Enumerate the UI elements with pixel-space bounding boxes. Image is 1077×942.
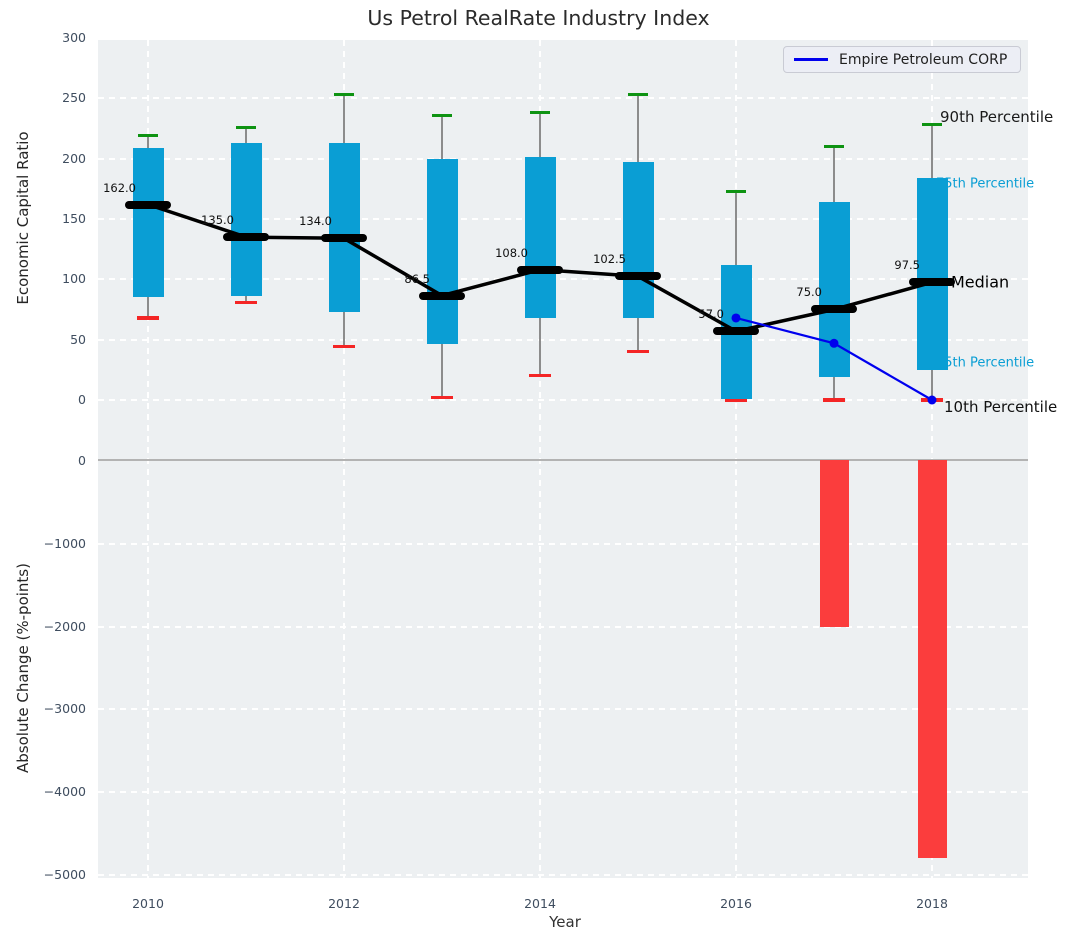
median-value-label: 102.5 bbox=[593, 252, 626, 267]
gridline-horizontal bbox=[98, 338, 1028, 341]
ytick-label: −2000 bbox=[43, 618, 86, 634]
median-value-label: 75.0 bbox=[796, 285, 822, 300]
p10-cap bbox=[921, 398, 943, 402]
chart-title: Us Petrol RealRate Industry Index bbox=[367, 6, 710, 30]
ytick-label: −4000 bbox=[43, 784, 86, 800]
xtick-label: 2018 bbox=[916, 896, 948, 911]
xtick-label: 2016 bbox=[720, 896, 752, 911]
median-value-label: 135.0 bbox=[201, 213, 234, 228]
guide-label-90th: 90th Percentile bbox=[940, 108, 1054, 126]
median-value-label: 162.0 bbox=[103, 180, 136, 195]
median-dash bbox=[909, 278, 955, 287]
p90-cap bbox=[824, 145, 844, 149]
iqr-box bbox=[230, 142, 262, 297]
x-axis-label: Year bbox=[549, 913, 581, 931]
p10-cap bbox=[137, 316, 159, 320]
median-dash bbox=[223, 233, 269, 242]
iqr-box bbox=[524, 157, 556, 318]
iqr-box bbox=[916, 177, 948, 370]
bottom-y-axis-label: Absolute Change (%-points) bbox=[14, 563, 32, 773]
xtick-label: 2012 bbox=[328, 896, 360, 911]
median-dash bbox=[419, 291, 465, 300]
gridline-horizontal bbox=[98, 542, 1028, 545]
gridline-horizontal bbox=[98, 625, 1028, 628]
p10-cap bbox=[725, 398, 747, 402]
xtick-label: 2014 bbox=[524, 896, 556, 911]
p10-cap bbox=[823, 398, 845, 402]
top-y-axis-label: Economic Capital Ratio bbox=[14, 131, 32, 305]
gridline-horizontal bbox=[98, 399, 1028, 401]
p10-cap bbox=[235, 300, 257, 304]
guide-label-25th: 25th Percentile bbox=[936, 355, 1035, 371]
p10-cap bbox=[627, 350, 649, 354]
median-dash bbox=[321, 234, 367, 243]
iqr-box bbox=[622, 162, 654, 318]
zero-line bbox=[98, 459, 1028, 461]
ytick-label: 150 bbox=[62, 210, 86, 226]
change-bar bbox=[917, 460, 947, 859]
guide-label-median: Median bbox=[951, 272, 1010, 292]
ytick-label: −1000 bbox=[43, 535, 86, 551]
median-value-label: 86.5 bbox=[404, 271, 430, 286]
median-dash bbox=[615, 272, 661, 281]
p90-cap bbox=[922, 123, 942, 127]
p90-cap bbox=[138, 134, 158, 138]
iqr-box bbox=[426, 158, 458, 345]
p10-cap bbox=[431, 395, 453, 400]
median-dash bbox=[811, 305, 857, 314]
ytick-label: 0 bbox=[78, 392, 86, 407]
guide-label-10th: 10th Percentile bbox=[944, 398, 1058, 416]
change-bar bbox=[819, 460, 849, 627]
ytick-label: 50 bbox=[70, 331, 86, 347]
median-value-label: 97.5 bbox=[894, 258, 920, 273]
ytick-label: 300 bbox=[62, 29, 86, 45]
legend: Empire Petroleum CORP bbox=[783, 46, 1021, 73]
p90-cap bbox=[726, 189, 746, 193]
p10-cap bbox=[529, 374, 551, 378]
median-dash bbox=[713, 327, 759, 336]
p90-cap bbox=[432, 113, 452, 117]
median-value-label: 108.0 bbox=[495, 245, 528, 260]
legend-line-icon bbox=[794, 58, 828, 61]
ytick-label: 0 bbox=[78, 453, 86, 468]
gridline-horizontal bbox=[98, 791, 1028, 794]
p90-cap bbox=[236, 125, 256, 129]
p90-cap bbox=[334, 93, 354, 97]
gridline-horizontal bbox=[98, 157, 1028, 160]
iqr-box bbox=[818, 202, 850, 378]
median-dash bbox=[517, 265, 563, 274]
ytick-label: −3000 bbox=[43, 701, 86, 717]
p90-cap bbox=[530, 111, 550, 115]
gridline-horizontal bbox=[98, 874, 1028, 876]
gridline-horizontal bbox=[98, 708, 1028, 711]
ytick-label: 250 bbox=[62, 90, 86, 106]
iqr-box bbox=[132, 147, 164, 298]
xtick-label: 2010 bbox=[132, 896, 164, 911]
ytick-label: 100 bbox=[62, 271, 86, 287]
iqr-box bbox=[328, 142, 360, 312]
ytick-label: −5000 bbox=[43, 867, 86, 882]
gridline-horizontal bbox=[98, 97, 1028, 100]
legend-label: Empire Petroleum CORP bbox=[839, 51, 1008, 68]
p90-cap bbox=[628, 93, 648, 97]
median-value-label: 57.0 bbox=[698, 307, 724, 322]
median-dash bbox=[125, 200, 171, 209]
median-value-label: 134.0 bbox=[299, 214, 332, 229]
ytick-label: 200 bbox=[62, 150, 86, 166]
guide-label-75th: 75th Percentile bbox=[936, 176, 1035, 192]
p10-cap bbox=[333, 345, 355, 349]
